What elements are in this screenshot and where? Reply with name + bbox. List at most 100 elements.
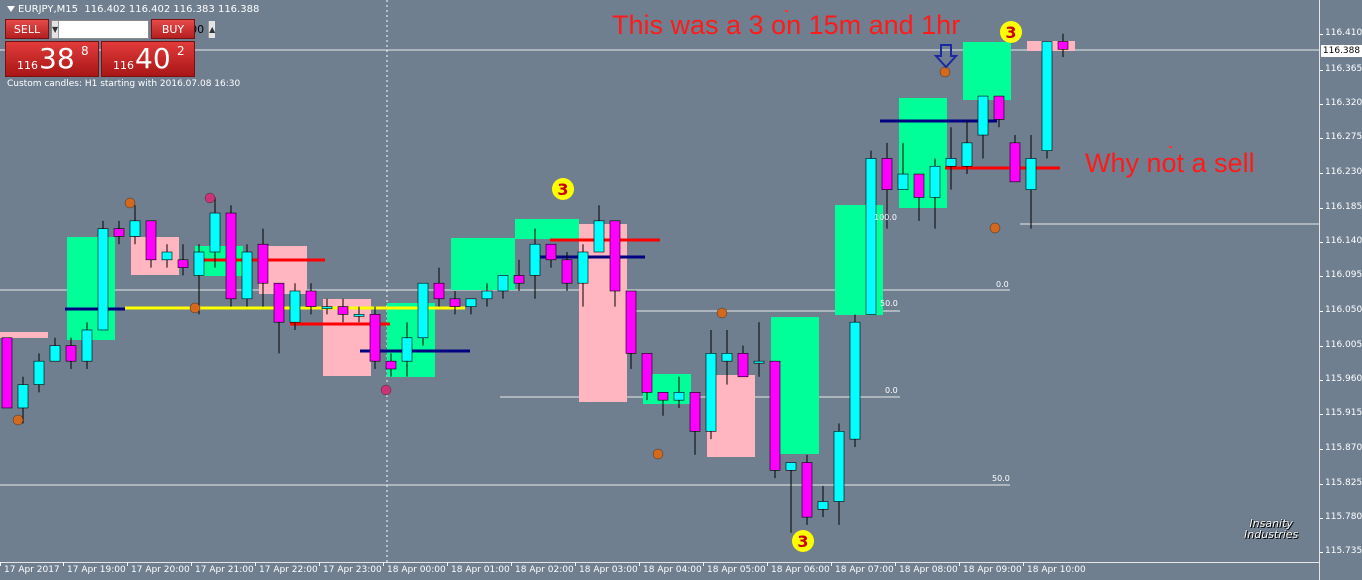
time-tick: 17 Apr 20:00 xyxy=(127,562,190,575)
time-tick: 17 Apr 2017 xyxy=(0,562,60,575)
price-tick: 116.005 xyxy=(1319,340,1362,350)
buy-price-big: 40 xyxy=(135,42,171,75)
collapse-triangle-icon[interactable] xyxy=(7,6,15,12)
candle-body xyxy=(897,173,909,190)
candle-body xyxy=(705,353,717,432)
time-tick: 17 Apr 21:00 xyxy=(191,562,254,575)
time-tick: 18 Apr 10:00 xyxy=(1023,562,1086,575)
candle-body xyxy=(929,165,941,198)
watermark-line: Insanity xyxy=(1249,517,1293,530)
swing-dot xyxy=(652,448,664,460)
time-tick: 17 Apr 19:00 xyxy=(63,562,126,575)
candle-body xyxy=(625,290,637,354)
candle-body xyxy=(113,228,125,237)
price-tick: 115.780 xyxy=(1319,512,1362,522)
candle-body xyxy=(225,212,237,300)
candle-body xyxy=(993,95,1005,120)
candle-body xyxy=(241,251,253,300)
price-tick: 116.410 xyxy=(1319,28,1362,38)
time-axis[interactable]: 17 Apr 2017 17 Apr 19:00 17 Apr 20:00 17… xyxy=(0,562,1319,580)
candle-body xyxy=(401,337,413,362)
candle-body xyxy=(17,384,29,409)
annotation-top: This was a 3 on 15m and 1hr xyxy=(612,10,961,40)
candle-body xyxy=(865,158,877,315)
sell-button[interactable]: SELL xyxy=(5,19,49,39)
fib-label: 50.0 xyxy=(992,474,1010,483)
candle-body xyxy=(129,220,141,237)
candle-body xyxy=(177,259,189,268)
swing-dot xyxy=(939,66,951,78)
candle-body xyxy=(945,158,957,167)
candle-body xyxy=(689,392,701,432)
three-marker-label: 3 xyxy=(1005,23,1016,42)
price-tick: 116.050 xyxy=(1319,305,1362,315)
zone-box xyxy=(963,42,1011,100)
custom-candles-note: Custom candles: H1 starting with 2016.07… xyxy=(7,79,241,89)
price-axis[interactable]: 116.410 116.388 116.365 116.320 116.275 … xyxy=(1319,0,1362,580)
watermark-line: Industries xyxy=(1244,528,1299,541)
small-tick-mark xyxy=(1169,146,1172,148)
small-tick-mark xyxy=(785,10,788,12)
price-tick: 116.275 xyxy=(1319,132,1362,142)
candle-body xyxy=(577,251,589,284)
candle-body xyxy=(545,243,557,261)
fib-label: 0.0 xyxy=(885,386,898,395)
sell-price-box[interactable]: 116 38 8 xyxy=(5,41,99,77)
candle-body xyxy=(481,290,493,300)
candle-body xyxy=(97,228,109,331)
candle-body xyxy=(913,173,925,198)
three-marker-label: 3 xyxy=(557,180,568,199)
time-tick: 18 Apr 06:00 xyxy=(767,562,830,575)
candle-body xyxy=(1009,142,1021,183)
fib-label: 50.0 xyxy=(880,299,898,308)
swing-dot xyxy=(380,384,392,396)
candle-body xyxy=(193,251,205,276)
candle-body xyxy=(385,360,397,370)
candle-body xyxy=(209,212,221,253)
price-tick: 116.185 xyxy=(1319,202,1362,212)
price-tick: 115.825 xyxy=(1319,478,1362,488)
candle-body xyxy=(465,298,477,307)
candle-body xyxy=(1041,41,1053,151)
sell-price-sup: 8 xyxy=(81,44,89,58)
candle-body xyxy=(81,329,93,362)
swing-dot xyxy=(12,414,24,426)
zone-box xyxy=(515,219,579,239)
candle-body xyxy=(721,353,733,362)
lot-increase-icon[interactable]: ▲ xyxy=(208,21,216,38)
swing-dot xyxy=(204,192,216,204)
swing-dot xyxy=(716,307,728,319)
lot-size-field[interactable]: ▼ ▲ xyxy=(51,20,216,39)
three-marker-icon xyxy=(552,178,574,200)
time-tick: 18 Apr 05:00 xyxy=(703,562,766,575)
current-price-tag: 116.388 xyxy=(1321,45,1362,57)
price-tick: 116.365 xyxy=(1319,64,1362,74)
candle-body xyxy=(977,95,989,136)
buy-price-box[interactable]: 116 40 2 xyxy=(101,41,195,77)
time-tick: 17 Apr 23:00 xyxy=(319,562,382,575)
time-tick: 17 Apr 22:00 xyxy=(255,562,318,575)
candle-body xyxy=(337,306,349,315)
candle-body xyxy=(593,220,605,253)
candle-body xyxy=(449,298,461,307)
candle-body xyxy=(833,431,845,502)
candle-body xyxy=(785,462,797,471)
sell-price-prefix: 116 xyxy=(17,59,38,72)
candle-body xyxy=(817,501,829,510)
candle-body xyxy=(161,251,173,261)
three-marker-icon xyxy=(792,530,814,552)
sell-price-big: 38 xyxy=(39,42,75,75)
candle-body xyxy=(1057,41,1069,50)
watermark-logo: Insanity Industries xyxy=(1244,518,1298,540)
time-tick: 18 Apr 00:00 xyxy=(383,562,446,575)
chart-area[interactable]: 3 3 3 EURJPY,M15 116.402 116.402 116.383 1… xyxy=(0,0,1319,562)
lot-decrease-icon[interactable]: ▼ xyxy=(52,21,60,38)
one-click-trading-panel: SELL ▼ ▲ BUY 116 38 8 116 40 2 xyxy=(5,19,216,77)
price-chart[interactable]: 3 3 3 xyxy=(0,0,1319,562)
three-marker-label: 3 xyxy=(797,532,808,551)
candle-body xyxy=(673,392,685,401)
candle-body xyxy=(753,360,765,364)
candle-body xyxy=(609,220,621,292)
candle-body xyxy=(433,282,445,300)
buy-button[interactable]: BUY xyxy=(151,19,195,39)
